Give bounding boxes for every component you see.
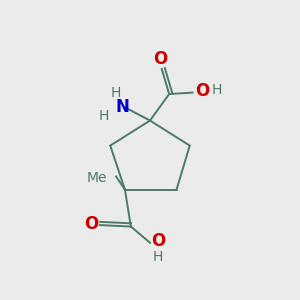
Text: H: H — [111, 85, 121, 100]
Text: N: N — [115, 98, 129, 116]
Text: O: O — [153, 50, 167, 68]
Text: Me: Me — [87, 171, 107, 185]
Text: O: O — [84, 214, 98, 232]
Text: H: H — [98, 109, 109, 123]
Text: H: H — [153, 250, 163, 265]
Text: H: H — [212, 82, 222, 97]
Text: O: O — [195, 82, 209, 100]
Text: O: O — [152, 232, 166, 250]
